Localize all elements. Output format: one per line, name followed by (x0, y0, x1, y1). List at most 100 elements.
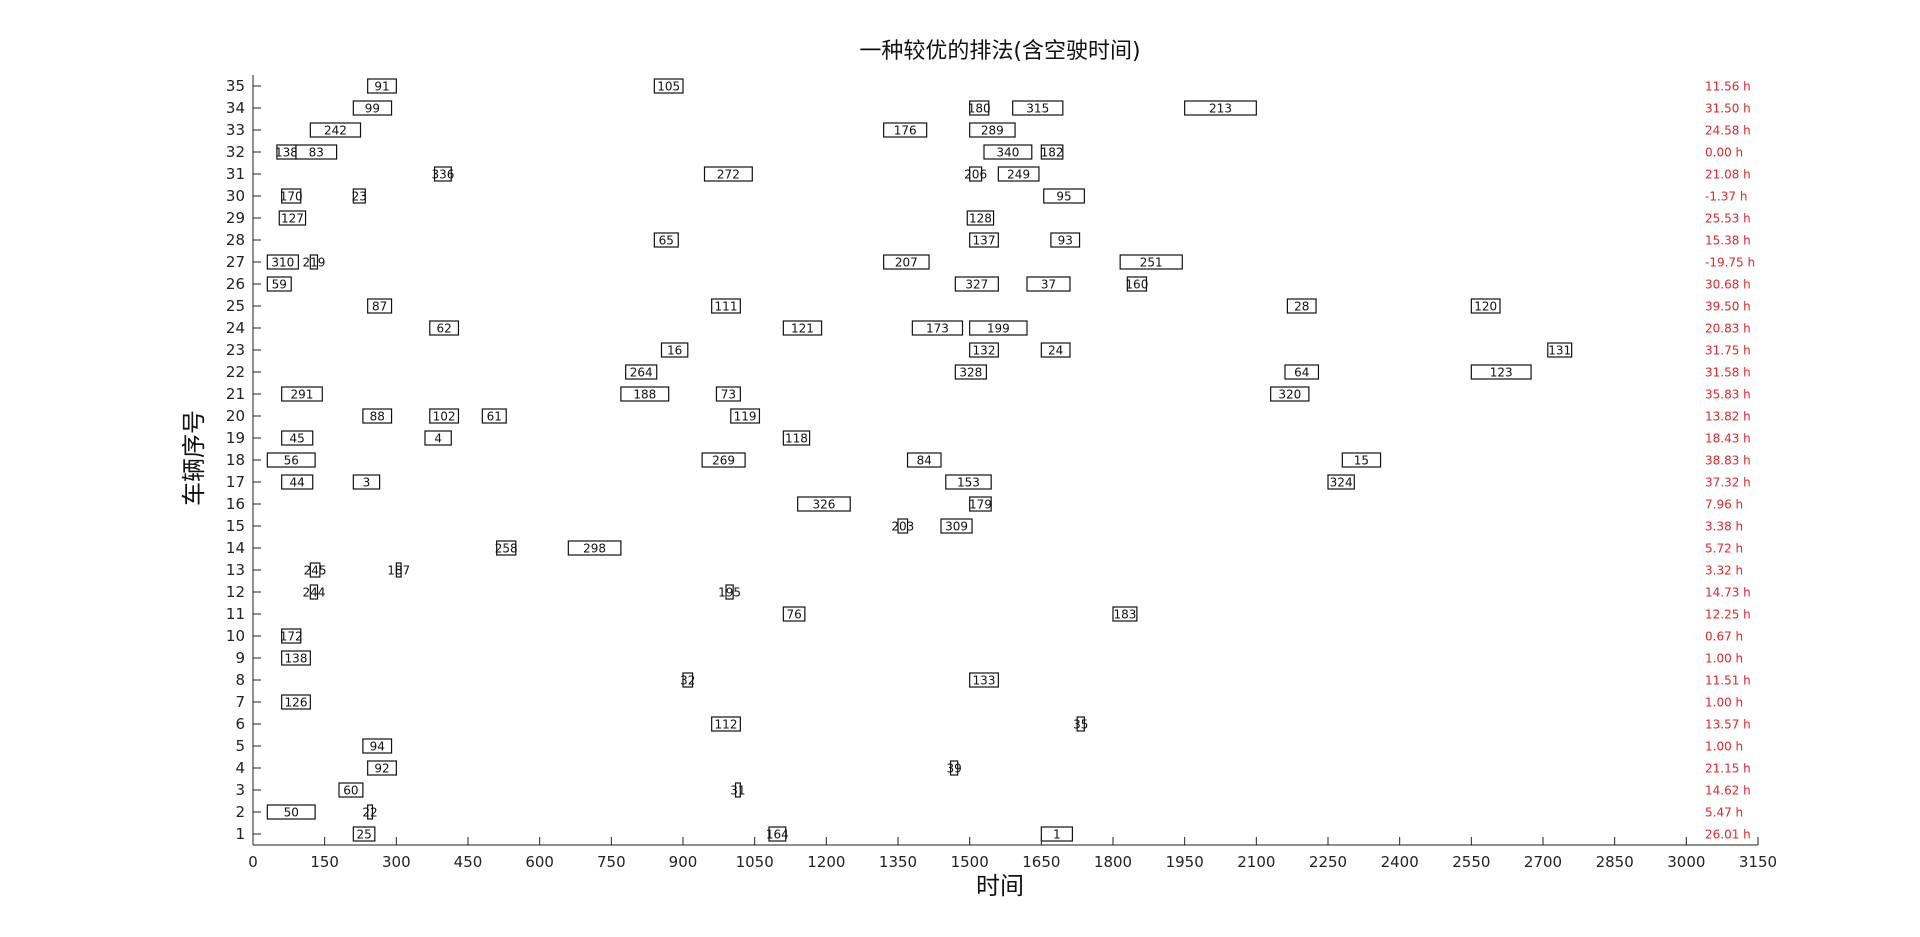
task-id-label: 87 (372, 300, 387, 314)
task-rect (295, 144, 338, 160)
task-rect (954, 364, 987, 380)
task-bar: 180 (968, 100, 991, 116)
x-tick-label: 2400 (1381, 853, 1419, 871)
task-id-label: 44 (290, 476, 305, 490)
task-rect (1270, 386, 1310, 402)
task-id-label: 180 (968, 102, 991, 116)
task-bar: 172 (280, 628, 303, 644)
task-bar: 126 (281, 694, 311, 710)
y-tick-label: 19 (226, 429, 245, 447)
vehicle-hours-label: 11.56 h (1705, 80, 1751, 94)
task-bar: 73 (715, 386, 741, 402)
task-rect (281, 188, 302, 204)
task-rect (1470, 298, 1501, 314)
y-axis-label: 车辆序号 (180, 410, 208, 506)
task-bar: 269 (701, 452, 746, 468)
task-id-label: 111 (715, 300, 738, 314)
task-rect (969, 232, 999, 248)
task-rect (703, 166, 753, 182)
task-id-label: 315 (1026, 102, 1049, 116)
task-rect (1126, 276, 1148, 292)
y-tick-label: 23 (226, 341, 245, 359)
task-id-label: 327 (965, 278, 988, 292)
task-bar: 251 (1119, 254, 1183, 270)
task-rect (352, 474, 381, 490)
task-bar: 50 (266, 804, 316, 820)
task-rect (969, 342, 999, 358)
x-tick-label: 2250 (1309, 853, 1347, 871)
task-id-label: 60 (343, 784, 358, 798)
task-rect (940, 518, 973, 534)
task-rect (362, 408, 393, 424)
task-id-label: 73 (721, 388, 736, 402)
task-bar: 95 (1043, 188, 1085, 204)
y-tick-label: 29 (226, 209, 245, 227)
task-rect (1076, 716, 1085, 732)
task-bar: 37 (1026, 276, 1071, 292)
task-id-label: 170 (280, 190, 303, 204)
task-rect (653, 78, 684, 94)
y-tick-label: 27 (226, 253, 245, 271)
task-bar: 128 (966, 210, 995, 226)
task-rect (309, 562, 321, 578)
task-rect (1119, 254, 1183, 270)
task-bar: 326 (797, 496, 851, 512)
task-id-label: 176 (894, 124, 917, 138)
task-id-label: 242 (324, 124, 347, 138)
task-bar: 320 (1270, 386, 1310, 402)
task-bar: 298 (567, 540, 622, 556)
task-rect (969, 100, 990, 116)
task-bar: 137 (969, 232, 999, 248)
x-tick-label: 600 (525, 853, 554, 871)
task-id-label: 138 (275, 146, 298, 160)
task-rect (883, 122, 928, 138)
task-bar: 118 (782, 430, 811, 446)
task-rect (620, 386, 670, 402)
task-id-label: 173 (926, 322, 949, 336)
task-bar: 127 (278, 210, 307, 226)
task-rect (883, 254, 930, 270)
task-rect (1050, 232, 1081, 248)
task-id-label: 328 (959, 366, 982, 380)
x-tick-label: 450 (454, 853, 483, 871)
task-id-label: 127 (281, 212, 304, 226)
task-bar: 153 (945, 474, 992, 490)
task-bar: 138 (275, 144, 298, 160)
task-id-label: 16 (667, 344, 682, 358)
task-id-label: 182 (1041, 146, 1064, 160)
vehicle-hours-label: 21.08 h (1705, 168, 1751, 182)
y-tick-label: 33 (226, 121, 245, 139)
x-tick-label: 1500 (951, 853, 989, 871)
axes: 0 150 300 450 600 750 900 1050 1200 1350 1500 1650 1… (226, 75, 1777, 871)
vehicle-hours-label: 14.73 h (1705, 586, 1751, 600)
task-id-label: 126 (285, 696, 308, 710)
task-rect (711, 298, 741, 314)
task-id-label: 160 (1125, 278, 1148, 292)
task-id-label: 45 (290, 432, 305, 446)
task-id-label: 195 (718, 586, 741, 600)
y-tick-label: 31 (226, 165, 245, 183)
x-tick-label: 3000 (1667, 853, 1705, 871)
vehicle-hours-label: 3.38 h (1705, 520, 1743, 534)
task-id-label: 320 (1278, 388, 1301, 402)
task-bar: 199 (969, 320, 1028, 336)
y-tick-label: 30 (226, 187, 245, 205)
task-id-label: 28 (1294, 300, 1309, 314)
task-bar: 39 (946, 760, 962, 776)
task-rect (911, 320, 964, 336)
task-rect (309, 254, 319, 270)
task-id-label: 25 (356, 828, 371, 842)
task-bar: 242 (309, 122, 362, 138)
task-id-label: 119 (734, 410, 757, 424)
task-rect (1040, 342, 1071, 358)
task-rect (1327, 474, 1355, 490)
vehicle-hours-label: 15.38 h (1705, 234, 1751, 248)
task-id-label: 112 (715, 718, 738, 732)
task-id-label: 206 (964, 168, 987, 182)
task-bar: 179 (969, 496, 992, 512)
task-id-label: 340 (996, 146, 1019, 160)
vehicle-hours-label: 31.58 h (1705, 366, 1751, 380)
task-id-label: 213 (1209, 102, 1232, 116)
x-tick-label: 2550 (1452, 853, 1490, 871)
